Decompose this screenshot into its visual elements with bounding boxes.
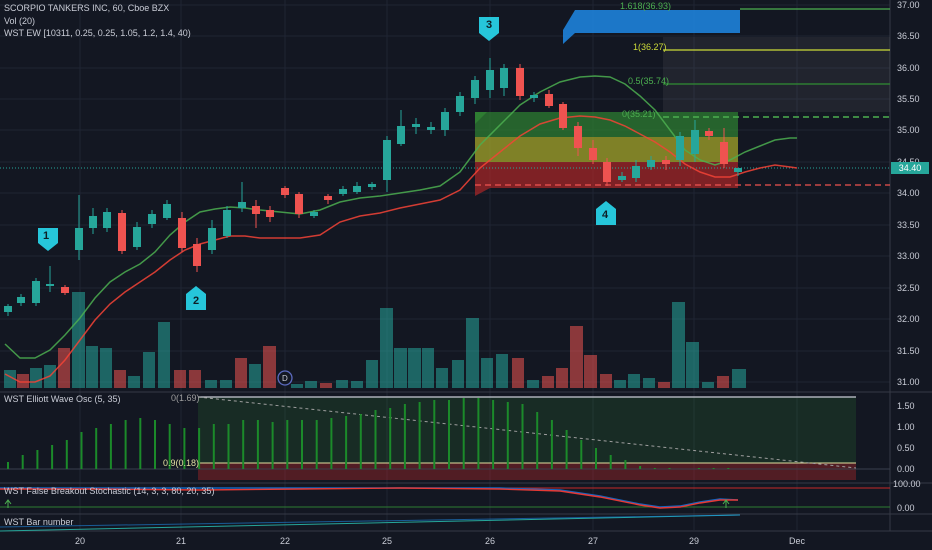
- symbol-title[interactable]: SCORPIO TANKERS INC, 60, Cboe BZX: [4, 3, 170, 13]
- price-tick: 33.50: [897, 220, 920, 230]
- target-zone: [563, 10, 740, 44]
- fib-05-label: 0.5(35.74): [628, 76, 670, 86]
- stoch-panel: [0, 487, 890, 509]
- bar-number-title[interactable]: WST Bar number: [4, 517, 74, 527]
- stoch-title[interactable]: WST False Breakout Stochastic (14, 3, 3,…: [4, 486, 215, 496]
- ew-indicator-label[interactable]: WST EW [10311, 0.25, 0.25, 1.05, 1.2, 1.…: [4, 28, 191, 38]
- volume-bars: [4, 292, 746, 388]
- panel-separators: [0, 0, 932, 532]
- last-price-badge: 34.40: [891, 162, 929, 174]
- price-tick: 37.00: [897, 0, 920, 10]
- time-label: 26: [485, 536, 496, 546]
- wave-markers[interactable]: [38, 17, 616, 386]
- price-tick: 32.50: [897, 283, 920, 293]
- fib-1-label: 1(36.27): [633, 42, 667, 52]
- volume-indicator-label[interactable]: Vol (20): [4, 16, 36, 26]
- vertical-grid: [79, 0, 798, 530]
- price-tick: 34.00: [897, 188, 920, 198]
- horizontal-grid: [0, 4, 890, 383]
- price-tick: 31.00: [897, 377, 920, 387]
- bar-number-line-2: [0, 514, 741, 528]
- ma-slow-line: [4, 115, 798, 383]
- wave-1-label: 1: [43, 230, 50, 242]
- wave-1-marker: [38, 228, 58, 251]
- price-tick: 36.50: [897, 31, 920, 41]
- time-label: 21: [176, 536, 187, 546]
- price-tick: 33.00: [897, 251, 920, 261]
- fib-zone-tail: [475, 188, 490, 196]
- wave-3-marker: [479, 17, 499, 41]
- fib-0-label: 0(35.21): [622, 109, 656, 119]
- price-tick: 31.50: [897, 346, 920, 356]
- ma-fast-line: [4, 75, 797, 359]
- osc-tick: 0.50: [897, 443, 915, 453]
- time-label: 29: [689, 536, 700, 546]
- price-tick: 36.00: [897, 63, 920, 73]
- wave-4-marker: [596, 201, 616, 225]
- osc-histogram: [7, 398, 730, 469]
- wave-3-label: 3: [486, 19, 493, 31]
- osc-level-label: 0.9(0.18): [163, 458, 200, 468]
- time-label: 22: [280, 536, 291, 546]
- time-label: 25: [382, 536, 393, 546]
- osc-tick: 0.00: [897, 464, 915, 474]
- time-label: 27: [588, 536, 599, 546]
- price-tick: 35.50: [897, 94, 920, 104]
- dividend-event-label[interactable]: D: [282, 374, 288, 383]
- fib-zone-notch: [475, 112, 487, 124]
- stoch-tick: 0.00: [897, 503, 915, 513]
- wave-4-label: 4: [602, 209, 609, 221]
- fib-1618-label: 1.618(36.93): [620, 1, 672, 11]
- wave-2-label: 2: [193, 295, 200, 307]
- price-candles: [4, 58, 742, 316]
- price-tick: 35.00: [897, 125, 920, 135]
- time-label: 20: [75, 536, 86, 546]
- time-label: Dec: [789, 536, 806, 546]
- price-tick: 32.00: [897, 314, 920, 324]
- osc-tick: 1.00: [897, 422, 915, 432]
- stoch-tick: 100.00: [893, 479, 921, 489]
- osc-panel: [0, 396, 890, 480]
- wave-2-marker: [186, 286, 206, 310]
- dividend-event-marker: [277, 370, 293, 386]
- projection-zone: [663, 37, 890, 112]
- osc-title[interactable]: WST Elliott Wave Osc (5, 35): [4, 394, 121, 404]
- osc-top-label: 0(1.69): [171, 393, 200, 403]
- bar-number-line: [0, 514, 741, 532]
- osc-tick: 1.50: [897, 401, 915, 411]
